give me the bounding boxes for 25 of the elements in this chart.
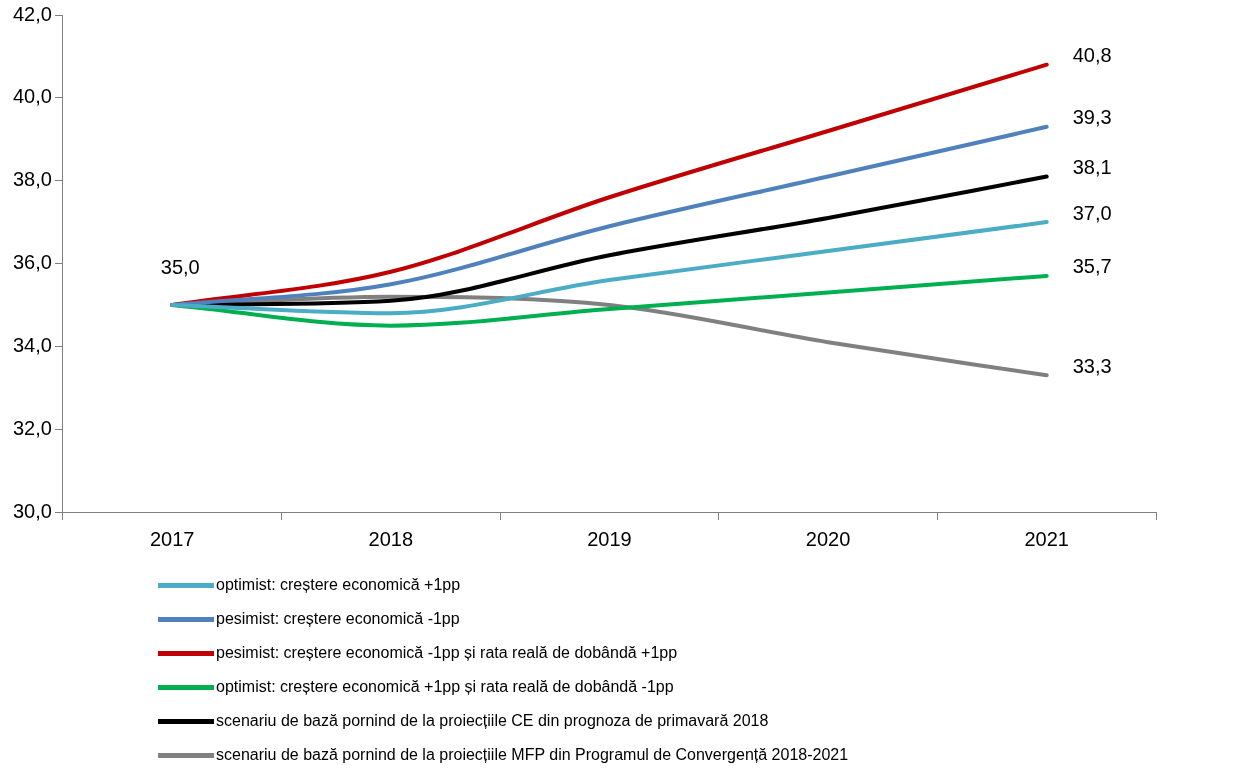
- y-tick-label: 34,0: [12, 333, 52, 356]
- y-tick-label: 40,0: [12, 85, 52, 108]
- data-label: 35,0: [160, 256, 200, 279]
- data-label: 38,1: [1072, 156, 1112, 179]
- legend-label: optimist: creștere economică +1pp: [216, 576, 461, 594]
- data-label: 40,8: [1072, 44, 1112, 67]
- legend-label: pesimist: creștere economică -1pp și rata reală de dobândă +1pp: [216, 644, 678, 662]
- y-tick-label: 36,0: [12, 251, 52, 274]
- y-tick-label: 38,0: [12, 168, 52, 191]
- x-tick-label: 2020: [805, 527, 851, 550]
- data-label: 39,3: [1072, 106, 1112, 129]
- legend-label: scenariu de bază pornind de la proiecțiile MFP din Programul de Convergență 2018-2021: [216, 746, 849, 764]
- x-tick-label: 2019: [587, 527, 632, 550]
- legend-label: pesimist: creștere economică -1pp: [216, 610, 460, 628]
- data-label: 35,7: [1072, 255, 1112, 278]
- x-tick-label: 2018: [368, 527, 414, 550]
- legend-label: optimist: creștere economică +1pp și rata reală de dobândă -1pp: [216, 678, 674, 696]
- y-tick-label: 42,0: [12, 2, 52, 25]
- legend-label: scenariu de bază pornind de la proiecțiile CE din prognoza de primavară 2018: [216, 712, 769, 730]
- data-label: 37,0: [1072, 201, 1112, 224]
- y-tick-label: 30,0: [12, 499, 52, 522]
- data-label: 33,3: [1072, 354, 1112, 377]
- y-tick-label: 32,0: [12, 416, 52, 439]
- x-tick-label: 2021: [1024, 527, 1069, 550]
- x-tick-label: 2017: [149, 527, 195, 550]
